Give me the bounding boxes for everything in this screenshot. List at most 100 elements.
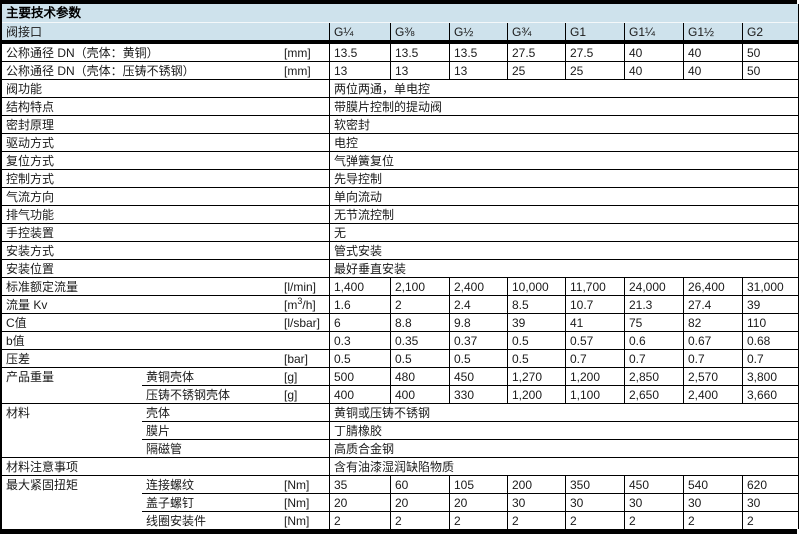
- row-label: 控制方式: [2, 169, 329, 187]
- value-cell-0: 1.6: [329, 295, 390, 313]
- value-cell-7: 50: [742, 43, 799, 61]
- table-row: 驱动方式 电控: [2, 133, 799, 151]
- table-row: 材料 壳体 黄铜或压铸不锈钢: [2, 403, 799, 421]
- table-row: 手控装置无: [2, 223, 799, 241]
- value-cell-1: 480: [390, 367, 449, 385]
- table-row: 压铸不锈钢壳体 [g] 400 400 330 1,200 1,100 2,650 2,400 3…: [2, 385, 799, 403]
- value-cell-2: 2,400: [449, 277, 507, 295]
- bottom-rule: [0, 529, 797, 534]
- value-cell-5: 40: [624, 43, 683, 61]
- value-cell-5: 75: [624, 313, 683, 331]
- value-cell-2: 330: [449, 385, 507, 403]
- value-cell-4: 11,700: [565, 277, 624, 295]
- table-row: 标准额定流量 [l/min] 1,400 2,100 2,400 10,000 11,700…: [2, 277, 799, 295]
- column-header-1: G⅜: [390, 23, 449, 43]
- value-cell-6: 0.67: [683, 331, 742, 349]
- value-cell-3: 10,000: [507, 277, 565, 295]
- row-group-label: [2, 493, 142, 511]
- value-cell-6: 0.7: [683, 349, 742, 367]
- column-header-6: G1½: [683, 23, 742, 43]
- table-row: 安装位置 最好垂直安装: [2, 259, 799, 277]
- value-cell-1: 2: [390, 511, 449, 529]
- table-row: 公称通径 DN（壳体：压铸不锈钢） [mm] 13 13 13 25 25 40 40 50: [2, 61, 799, 79]
- row-group-label: [2, 439, 142, 457]
- value-cell-4: 2: [565, 511, 624, 529]
- table-row: 安装方式 管式安装: [2, 241, 799, 259]
- row-group-label: 最大紧固扭矩: [2, 475, 142, 493]
- row-label: 排气功能: [2, 205, 329, 223]
- value-cell-4: 0.7: [565, 349, 624, 367]
- value-cell-6: 82: [683, 313, 742, 331]
- table-row: 膜片 丁腈橡胶: [2, 421, 799, 439]
- value-cell-3: 2: [507, 511, 565, 529]
- row-unit: [l/min]: [280, 277, 329, 295]
- row-sub-label: 压铸不锈钢壳体: [142, 385, 280, 403]
- value-cell-5: 0.6: [624, 331, 683, 349]
- value-cell-7: 0.7: [742, 349, 799, 367]
- merged-value-cell: 黄铜或压铸不锈钢: [329, 403, 799, 421]
- value-cell-5: 0.7: [624, 349, 683, 367]
- row-label: 阀功能: [2, 79, 329, 97]
- row-label: 密封原理: [2, 115, 329, 133]
- value-cell-5: 24,000: [624, 277, 683, 295]
- column-header-2: G½: [449, 23, 507, 43]
- row-label: 气流方向: [2, 187, 329, 205]
- merged-value-cell: 两位两通，单电控: [329, 79, 799, 97]
- merged-value-cell: 软密封: [329, 115, 799, 133]
- row-unit: [g]: [280, 367, 329, 385]
- value-cell-2: 2: [449, 511, 507, 529]
- row-sub-label: 壳体: [142, 403, 329, 421]
- value-cell-3: 30: [507, 493, 565, 511]
- row-sub-label: 黄铜壳体: [142, 367, 280, 385]
- merged-value-cell: 最好垂直安装: [329, 259, 799, 277]
- value-cell-4: 41: [565, 313, 624, 331]
- value-cell-4: 30: [565, 493, 624, 511]
- table-row: b值 0.3 0.35 0.37 0.5 0.57 0.6 0.67 0.68: [2, 331, 799, 349]
- value-cell-7: 3,660: [742, 385, 799, 403]
- value-cell-4: 0.57: [565, 331, 624, 349]
- value-cell-7: 110: [742, 313, 799, 331]
- value-cell-5: 2,850: [624, 367, 683, 385]
- value-cell-3: 1,200: [507, 385, 565, 403]
- value-cell-0: 13.5: [329, 43, 390, 61]
- row-label: 复位方式: [2, 151, 329, 169]
- row-label: 流量 Kv: [2, 295, 280, 313]
- value-cell-6: 2,570: [683, 367, 742, 385]
- table-row: 密封原理 软密封: [2, 115, 799, 133]
- value-cell-3: 25: [507, 61, 565, 79]
- row-label: 压差: [2, 349, 280, 367]
- value-cell-0: 35: [329, 475, 390, 493]
- value-cell-3: 0.5: [507, 331, 565, 349]
- value-cell-6: 540: [683, 475, 742, 493]
- column-header-5: G1¼: [624, 23, 683, 43]
- row-sub-label: 盖子螺钉: [142, 493, 280, 511]
- row-unit: [Nm]: [280, 511, 329, 529]
- column-header-3: G¾: [507, 23, 565, 43]
- value-cell-7: 30: [742, 493, 799, 511]
- table-row: 压差 [bar] 0.5 0.5 0.5 0.5 0.7 0.7 0.7 0.7: [2, 349, 799, 367]
- value-cell-6: 27.4: [683, 295, 742, 313]
- table-row: 材料注意事项 含有油漆湿润缺陷物质: [2, 457, 799, 475]
- value-cell-0: 400: [329, 385, 390, 403]
- value-cell-4: 1,200: [565, 367, 624, 385]
- merged-value-cell: 无: [329, 223, 799, 241]
- value-cell-6: 2,400: [683, 385, 742, 403]
- row-label: 标准额定流量: [2, 277, 280, 295]
- value-cell-1: 13: [390, 61, 449, 79]
- value-cell-0: 0.3: [329, 331, 390, 349]
- row-label: 结构特点: [2, 97, 329, 115]
- table-row: C值 [l/sbar] 6 8.8 9.8 39 41 75 82 110: [2, 313, 799, 331]
- value-cell-2: 9.8: [449, 313, 507, 331]
- row-group-label: [2, 511, 142, 529]
- row-sub-label: 连接螺纹: [142, 475, 280, 493]
- merged-value-cell: 丁腈橡胶: [329, 421, 799, 439]
- table-row: 产品重量 黄铜壳体 [g] 500 480 450 1,270 1,200 2,850 2,570…: [2, 367, 799, 385]
- table-row: 气流方向 单向流动: [2, 187, 799, 205]
- value-cell-7: 620: [742, 475, 799, 493]
- value-cell-1: 13.5: [390, 43, 449, 61]
- value-cell-0: 0.5: [329, 349, 390, 367]
- datasheet-parameters-table: 主要技术参数 阀接口 G¼ G⅜ G½ G¾ G1 G1¼ G1½ G2 公称通径 DN（壳体：…: [0, 0, 800, 534]
- value-cell-1: 2,100: [390, 277, 449, 295]
- value-cell-3: 8.5: [507, 295, 565, 313]
- table-row: 阀功能 两位两通，单电控: [2, 79, 799, 97]
